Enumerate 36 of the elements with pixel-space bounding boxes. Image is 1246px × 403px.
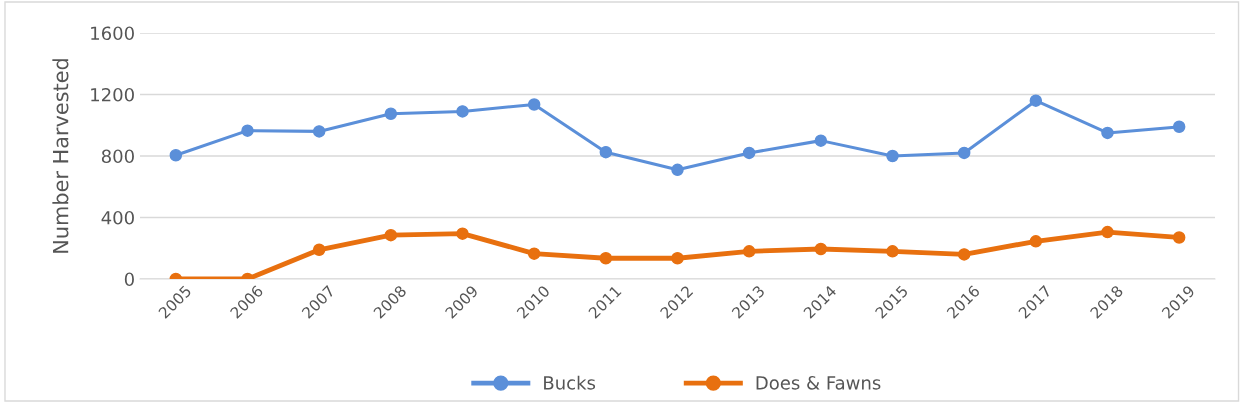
point — [671, 163, 684, 177]
point — [1172, 120, 1186, 134]
point — [1029, 235, 1043, 248]
point — [527, 98, 541, 111]
legend-label: Bucks — [544, 375, 596, 390]
point — [1172, 231, 1186, 244]
y-tick-label: 1200 — [91, 87, 134, 102]
y-tick-label: 400 — [101, 210, 134, 225]
point — [456, 105, 469, 118]
point — [169, 148, 183, 162]
point — [671, 251, 684, 265]
point — [742, 245, 756, 258]
point — [312, 125, 326, 138]
point — [814, 134, 828, 147]
y-tick-label: 0 — [124, 272, 134, 287]
point — [312, 243, 326, 257]
point — [384, 107, 398, 120]
point — [527, 247, 541, 260]
legend-label: Does & Fawns — [756, 375, 881, 390]
point — [886, 245, 899, 258]
point — [384, 228, 398, 242]
point — [599, 145, 613, 159]
point — [957, 248, 971, 261]
y-tick-label: 800 — [101, 149, 134, 164]
point — [241, 124, 254, 137]
point — [742, 146, 756, 160]
point — [456, 227, 469, 240]
y-tick-label: 1600 — [91, 26, 134, 41]
point — [886, 149, 899, 163]
point — [1029, 94, 1043, 107]
point — [599, 251, 613, 265]
point — [1101, 225, 1114, 239]
point — [957, 146, 971, 160]
point — [1101, 126, 1114, 140]
point — [814, 242, 828, 256]
y-axis-title: Number Harvested — [52, 59, 69, 253]
